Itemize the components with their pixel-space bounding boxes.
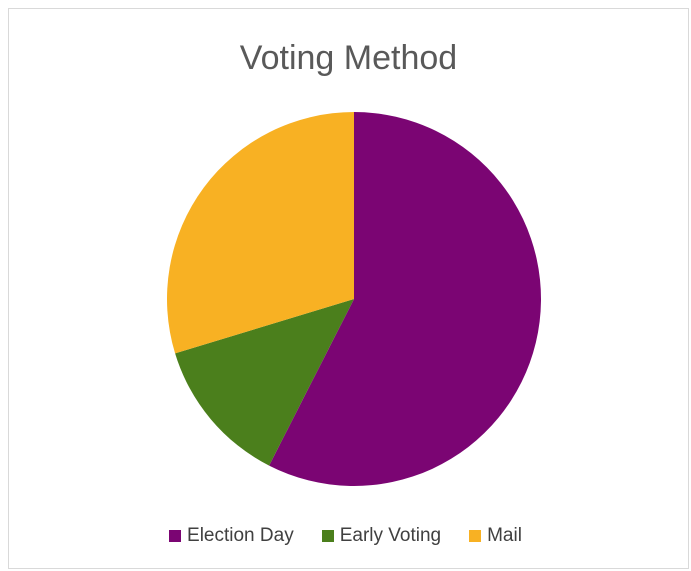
pie-slice-election-day (269, 112, 541, 486)
legend-label: Election Day (187, 525, 294, 546)
legend-item-election-day: Election Day (169, 525, 294, 547)
legend-swatch (169, 530, 182, 542)
pie-slice-early-voting (175, 299, 354, 466)
legend-item-early-voting: Early Voting (321, 525, 442, 547)
legend-label: Mail (487, 525, 522, 546)
chart-title: Voting Method (239, 39, 458, 77)
chart-legend: Election Day Early Voting Mail (0, 525, 691, 547)
legend-swatch (321, 530, 334, 542)
pie-slice-mail (167, 112, 354, 354)
legend-swatch (469, 530, 482, 542)
legend-item-mail: Mail (469, 525, 522, 547)
legend-label: Early Voting (339, 525, 442, 546)
